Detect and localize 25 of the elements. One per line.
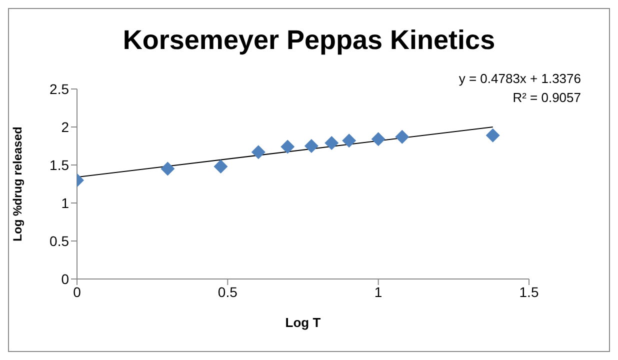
point — [304, 139, 318, 153]
point — [280, 140, 295, 154]
point — [395, 130, 410, 144]
annotation: R² = 0.9057 — [512, 89, 581, 107]
x-axis-title: Log T — [285, 315, 321, 330]
y-tick-label: 1 — [61, 194, 70, 211]
chart-title: Korsemeyer Peppas Kinetics — [122, 25, 496, 56]
y-axis-title: Log %drug released — [10, 126, 24, 242]
point — [486, 128, 500, 142]
y-tick-label: 1.5 — [50, 156, 70, 173]
y-tick-label: 2 — [61, 118, 70, 135]
text: y = 0.4783x + 1.3376 — [458, 70, 581, 88]
y-tick-label: 2.5 — [50, 80, 70, 97]
x-tick-label: 1 — [374, 284, 382, 300]
point — [324, 136, 339, 150]
point — [342, 134, 356, 148]
point — [214, 160, 228, 174]
point — [160, 162, 175, 176]
y-tick-label: 0 — [61, 270, 70, 287]
point — [371, 132, 386, 146]
y-tick-label: 0.5 — [50, 232, 70, 249]
point — [251, 145, 266, 160]
x-tick-label: 0 — [73, 284, 82, 300]
x-tick-label: 0.5 — [218, 284, 238, 300]
x-tick-label: 1.5 — [519, 284, 539, 300]
